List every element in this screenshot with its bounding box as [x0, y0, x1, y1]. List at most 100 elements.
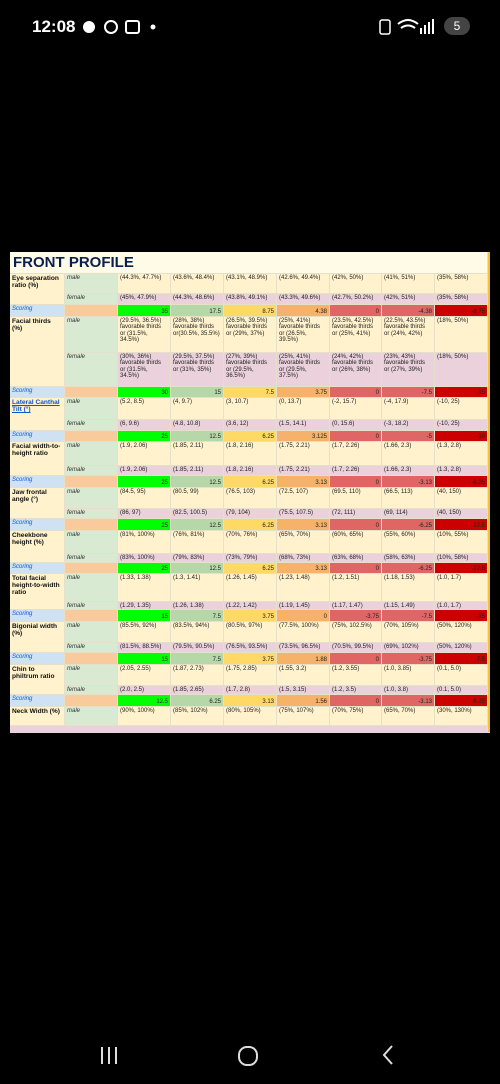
scoring-gap [65, 610, 118, 622]
range-cell: (10%, 55%) [435, 531, 488, 554]
range-cell: (43.1%, 48.9%) [224, 274, 277, 294]
recents-button[interactable] [101, 1047, 103, 1064]
score-cell: 0 [330, 563, 382, 574]
range-cell: (85.5%, 92%) [118, 622, 171, 643]
range-cell: (44.3%, 48.6%) [171, 294, 224, 305]
gender-label: female [65, 686, 118, 695]
score-cell: 0 [330, 476, 382, 488]
score-cell: 0 [330, 519, 382, 531]
range-cell: (80.5%, 97%) [224, 622, 277, 643]
score-cell: -7.5 [435, 653, 488, 665]
range-cell: (1.8, 2.16) [224, 466, 277, 476]
row-female-strip [10, 726, 488, 733]
range-cell: (0.1, 5.0) [435, 686, 488, 695]
range-cell: (80.5, 99) [171, 488, 224, 509]
range-cell: (44.3%, 47.7%) [118, 274, 171, 294]
score-cell: 0 [330, 653, 382, 665]
home-button[interactable] [238, 1046, 258, 1066]
range-cell: (28%, 38%) favorable thirds or(30.5%, 35… [171, 317, 224, 353]
range-cell: (79.5%, 90.5%) [171, 643, 224, 653]
range-cell: (45%, 47.9%) [118, 294, 171, 305]
score-cell: 12.5 [171, 476, 224, 488]
range-cell: (3.6, 12) [224, 420, 277, 431]
range-cell: (1.2, 3.55) [330, 665, 382, 686]
range-cell: (30%, 130%) [435, 707, 488, 726]
range-cell: (70%, 105%) [382, 622, 435, 643]
range-cell: (72.5, 107) [277, 488, 330, 509]
range-cell: (70%, 75%) [330, 707, 382, 726]
range-cell: (1.23, 1.48) [277, 574, 330, 602]
range-cell: (43.3%, 49.6%) [277, 294, 330, 305]
range-cell: (-3, 18.2) [382, 420, 435, 431]
range-cell: (76.5, 103) [224, 488, 277, 509]
range-cell: (1.29, 1.35) [118, 602, 171, 610]
score-cell: 15 [171, 387, 224, 398]
score-cell: -6.25 [435, 695, 488, 707]
range-cell: (70%, 76%) [224, 531, 277, 554]
gender-label: male [65, 574, 118, 602]
range-cell: (41%, 51%) [382, 274, 435, 294]
range-cell: (2.05, 2.55) [118, 665, 171, 686]
scoring-label: Scoring [10, 387, 65, 398]
range-cell: (42.6%, 49.4%) [277, 274, 330, 294]
gender-label: male [65, 488, 118, 509]
gender-label: female [65, 509, 118, 519]
gender-label: male [65, 707, 118, 726]
gender-label: female [65, 294, 118, 305]
range-cell: (1.33, 1.38) [118, 574, 171, 602]
score-cell: 25 [118, 431, 171, 442]
range-cell: (18%, 50%) [435, 317, 488, 353]
range-cell: (75%, 102.5%) [330, 622, 382, 643]
range-cell: (1.85, 2.11) [171, 442, 224, 466]
score-cell: 6.25 [224, 519, 277, 531]
range-cell: (1.75, 2.85) [224, 665, 277, 686]
gender-label: male [65, 622, 118, 643]
nav-bar [101, 1045, 393, 1066]
gender-label: female [65, 643, 118, 653]
range-cell: (1.75, 2.21) [277, 466, 330, 476]
scoring-label: Scoring [10, 519, 65, 531]
gender-label: female [65, 554, 118, 563]
range-cell: (1.66, 2.3) [382, 466, 435, 476]
range-cell: (75.5, 107.5) [277, 509, 330, 519]
range-cell: (90%, 100%) [118, 707, 171, 726]
range-cell: (69.5, 110) [330, 488, 382, 509]
score-cell: -7.5 [382, 387, 435, 398]
range-cell: (3, 10.7) [224, 398, 277, 420]
range-cell: (10%, 58%) [435, 554, 488, 563]
score-cell: -6.25 [382, 519, 435, 531]
scoring-gap [65, 653, 118, 665]
range-cell: (50%, 120%) [435, 622, 488, 643]
score-cell: -3.75 [330, 610, 382, 622]
score-cell: 12.5 [118, 695, 171, 707]
range-cell: (1.7, 2.26) [330, 466, 382, 476]
range-cell: (76.5%, 93.5%) [224, 643, 277, 653]
range-cell: (1.15, 1.49) [382, 602, 435, 610]
scoring-gap [65, 563, 118, 574]
scoring-label: Scoring [10, 305, 65, 317]
range-cell: (1.3, 1.41) [171, 574, 224, 602]
row-label: Neck Width (%) [10, 707, 65, 726]
range-cell: (65%, 70%) [277, 531, 330, 554]
score-cell: 3.125 [277, 431, 330, 442]
range-cell: (23%, 43%) favorable thirds or (27%, 39%… [382, 353, 435, 387]
score-cell: 25 [118, 563, 171, 574]
range-cell: (18%, 50%) [435, 353, 488, 387]
score-cell: 15 [118, 653, 171, 665]
score-cell: 0 [330, 387, 382, 398]
score-cell: 3.13 [277, 519, 330, 531]
row-label: Cheekbone height (%) [10, 531, 65, 563]
score-cell: 7.5 [224, 387, 277, 398]
score-cell: -15 [435, 387, 488, 398]
back-button[interactable] [382, 1045, 393, 1065]
range-cell: (22.5%, 43.5%) favorable thirds or (24%,… [382, 317, 435, 353]
score-cell: 35 [118, 305, 171, 317]
range-cell: (76%, 81%) [171, 531, 224, 554]
range-cell: (30%, 36%) favorable thirds or (31.5%, 3… [118, 353, 171, 387]
range-cell: (1.3, 2.8) [435, 442, 488, 466]
score-cell: 25 [118, 476, 171, 488]
score-cell: 15 [118, 610, 171, 622]
gender-label: female [65, 602, 118, 610]
range-cell: (1.19, 1.45) [277, 602, 330, 610]
